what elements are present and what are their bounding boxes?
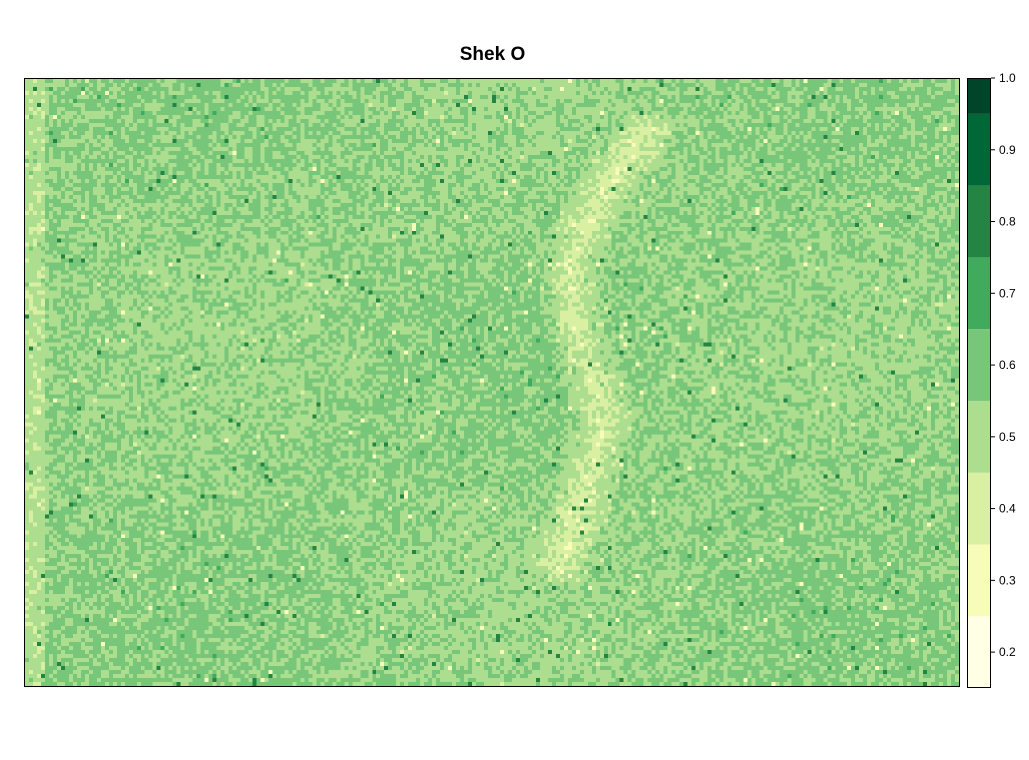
- colorbar-tick-label: 0.8: [999, 215, 1016, 229]
- colorbar-segment: [967, 185, 991, 258]
- colorbar-tick-label: 0.5: [999, 430, 1016, 444]
- colorbar-tick-label: 0.4: [999, 502, 1016, 516]
- colorbar-tick-label: 0.3: [999, 573, 1016, 587]
- chart-title: Shek O: [459, 44, 526, 65]
- colorbar: 0.2 0.3 0.4 0.5 0.6 0.7 0.8 0.9 1.0: [967, 71, 1016, 688]
- colorbar-tick-label: 0.9: [999, 143, 1016, 157]
- colorbar-frame: [967, 78, 991, 688]
- colorbar-segment: [967, 544, 991, 617]
- colorbar-segment: [967, 78, 991, 114]
- colorbar-legend: 0.2 0.3 0.4 0.5 0.6 0.7 0.8 0.9 1.0: [967, 71, 1027, 690]
- colorbar-segment: [967, 472, 991, 545]
- colorbar-segment: [967, 400, 991, 473]
- colorbar-tick-label: 0.7: [999, 286, 1016, 300]
- colorbar-segment: [967, 329, 991, 401]
- colorbar-tick-label: 0.2: [999, 645, 1016, 659]
- colorbar-segment: [967, 113, 991, 186]
- colorbar-tick-label: 1.0: [999, 71, 1016, 85]
- plot-area: [24, 78, 960, 687]
- colorbar-segment: [967, 257, 991, 330]
- colorbar-tick-label: 0.6: [999, 358, 1016, 372]
- colorbar-segment: [967, 616, 991, 688]
- raster-image: [25, 79, 959, 686]
